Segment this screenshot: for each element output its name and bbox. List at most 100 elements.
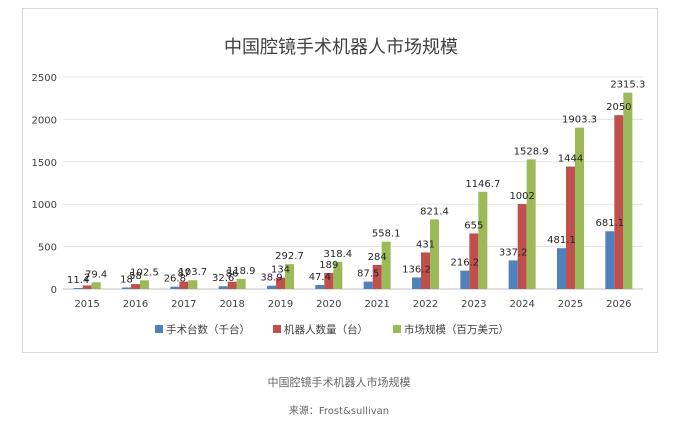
data-label: 2050 xyxy=(606,102,631,113)
data-label: 32.6 xyxy=(212,273,234,284)
bar-3 xyxy=(575,127,584,289)
x-tick-label: 2019 xyxy=(268,299,293,310)
bar-1 xyxy=(412,277,421,289)
data-label: 87 xyxy=(177,269,190,280)
bar-3 xyxy=(91,282,101,289)
y-tick-label: 0 xyxy=(51,285,57,296)
legend-label: 手术台数（千台） xyxy=(166,323,250,336)
bar-1 xyxy=(315,284,325,289)
bar-2 xyxy=(566,166,575,289)
data-label: 216.2 xyxy=(451,258,480,269)
data-label: 1146.7 xyxy=(465,179,500,190)
bar-2 xyxy=(276,277,285,289)
data-label: 18 xyxy=(120,274,133,285)
data-label: 821.4 xyxy=(420,206,449,217)
data-label: 47.4 xyxy=(309,272,331,283)
bar-1 xyxy=(122,287,131,289)
x-tick-label: 2024 xyxy=(509,299,534,310)
bar-1 xyxy=(508,260,518,289)
data-label: 1528.9 xyxy=(514,146,549,157)
data-label: 38.9 xyxy=(260,273,282,284)
bar-2 xyxy=(372,264,382,289)
bar-1 xyxy=(73,288,83,289)
y-tick-label: 2000 xyxy=(32,115,57,126)
x-tick-label: 2026 xyxy=(606,299,631,310)
data-label: 292.7 xyxy=(275,251,304,262)
x-tick-label: 2015 xyxy=(74,299,99,310)
bar-3 xyxy=(526,159,536,289)
source-note: 来源：Frost&sullivan xyxy=(288,406,390,417)
bar-3 xyxy=(285,264,294,289)
x-tick-label: 2021 xyxy=(364,299,389,310)
y-tick-label: 1500 xyxy=(32,158,57,169)
bar-2 xyxy=(227,281,237,289)
data-label: 136.2 xyxy=(402,264,431,275)
x-tick-label: 2023 xyxy=(461,299,486,310)
y-tick-label: 500 xyxy=(38,243,57,254)
y-tick-label: 2500 xyxy=(32,73,57,84)
data-label: 2315.3 xyxy=(610,80,645,91)
legend-label: 机器人数量（台） xyxy=(284,323,368,336)
x-tick-label: 2025 xyxy=(558,299,583,310)
data-label: 655 xyxy=(464,220,483,231)
bar-2 xyxy=(82,285,92,289)
bar-3 xyxy=(478,191,488,289)
x-tick-label: 2022 xyxy=(413,299,438,310)
data-label: 558.1 xyxy=(372,229,401,240)
data-label: 337.2 xyxy=(499,247,528,258)
bar-1 xyxy=(170,286,180,289)
data-label: 134 xyxy=(271,265,290,276)
data-label: 1903.3 xyxy=(562,115,597,126)
x-tick-label: 2018 xyxy=(219,299,244,310)
bar-1 xyxy=(460,270,470,289)
bar-3 xyxy=(140,280,149,289)
bar-2 xyxy=(469,233,479,289)
bar-3 xyxy=(333,261,343,289)
data-label: 284 xyxy=(368,252,387,263)
data-label: 431 xyxy=(416,239,435,250)
data-label: 102.5 xyxy=(130,267,159,278)
x-tick-label: 2017 xyxy=(171,299,196,310)
bar-3 xyxy=(430,219,439,289)
figure-caption: 中国腔镜手术机器人市场规模 xyxy=(267,376,411,389)
data-label: 79.4 xyxy=(85,269,107,280)
bar-1 xyxy=(218,286,228,289)
bar-3 xyxy=(236,278,246,289)
data-label: 58 xyxy=(129,271,142,282)
data-label: 189 xyxy=(319,260,338,271)
bar-1 xyxy=(267,285,276,289)
data-label: 1444 xyxy=(558,154,583,165)
bar-2 xyxy=(517,204,527,289)
data-label: 318.4 xyxy=(324,249,353,260)
data-label: 1002 xyxy=(509,191,534,202)
data-label: 87.5 xyxy=(357,269,379,280)
data-label: 681.1 xyxy=(596,218,625,229)
legend-swatch xyxy=(393,325,401,333)
legend-swatch xyxy=(273,325,281,333)
data-label: 2 xyxy=(84,272,90,283)
legend-label: 市场规模（百万美元） xyxy=(404,323,509,336)
bar-1 xyxy=(557,248,566,289)
bar-2 xyxy=(131,284,140,289)
data-label: 118.9 xyxy=(227,266,256,277)
y-tick-label: 1000 xyxy=(32,200,57,211)
bar-3 xyxy=(381,241,391,289)
bar-1 xyxy=(605,231,615,289)
bar-2 xyxy=(179,281,189,289)
chart-frame: 中国腔镜手术机器人市场规模 11.4 2 79.4 18 58 102.5 26.8 87 10… xyxy=(22,8,658,353)
bar-3 xyxy=(188,280,198,289)
bar-2 xyxy=(324,272,334,289)
data-label: 11.4 xyxy=(67,275,89,286)
x-tick-label: 2016 xyxy=(123,299,148,310)
x-tick-label: 2020 xyxy=(316,299,341,310)
chart-title: 中国腔镜手术机器人市场规模 xyxy=(224,37,458,58)
bar-2 xyxy=(421,252,430,289)
data-label: 86 xyxy=(226,269,239,280)
data-label: 103.7 xyxy=(179,267,208,278)
data-label: 481.1 xyxy=(547,235,576,246)
legend-swatch xyxy=(155,325,163,333)
bar-2 xyxy=(614,115,624,289)
data-label: 26.8 xyxy=(164,274,186,285)
bar-1 xyxy=(363,281,373,289)
